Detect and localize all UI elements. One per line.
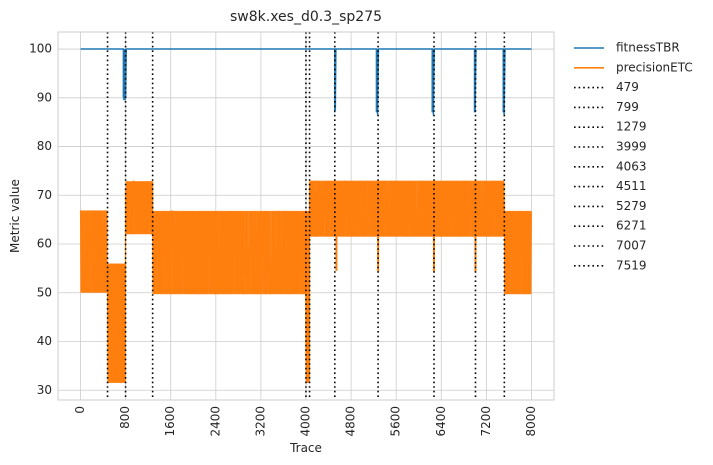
y-tick-label: 90 — [37, 90, 52, 104]
x-tick-label: 800 — [118, 406, 132, 429]
x-tick-label: 6400 — [434, 406, 448, 437]
legend-label: 1279 — [616, 120, 647, 134]
y-tick-label: 40 — [37, 334, 52, 348]
precision-segment — [107, 263, 126, 383]
legend-label: 799 — [616, 100, 639, 114]
y-tick-label: 30 — [37, 383, 52, 397]
legend-label: 479 — [616, 80, 639, 94]
x-tick-label: 1600 — [163, 406, 177, 437]
precision-segment — [309, 180, 505, 237]
legend-label: 6271 — [616, 219, 647, 233]
y-tick-label: 100 — [29, 42, 52, 56]
legend-label: fitnessTBR — [616, 41, 680, 55]
x-tick-label: 0 — [73, 406, 87, 414]
precision-segment — [152, 210, 306, 295]
y-tick-label: 60 — [37, 237, 52, 251]
x-tick-label: 4000 — [299, 406, 313, 437]
legend: fitnessTBR precisionETC 479 799 1279 3999 4063… — [574, 41, 693, 272]
legend-label: 5279 — [616, 199, 647, 213]
chart-title: sw8k.xes_d0.3_sp275 — [230, 9, 382, 25]
legend-label: 3999 — [616, 140, 647, 154]
precision-segment — [305, 210, 310, 383]
x-tick-labels: 0 800 1600 2400 3200 4000 4800 5600 6400 7200 8000 — [73, 406, 538, 437]
x-tick-label: 5600 — [389, 406, 403, 437]
legend-label: 7519 — [616, 258, 647, 272]
plot-frame — [57, 31, 555, 401]
y-tick-label: 50 — [37, 285, 52, 299]
legend-label: precisionETC — [616, 60, 693, 74]
y-tick-label: 80 — [37, 139, 52, 153]
legend-label: 4511 — [616, 179, 647, 193]
precision-segment — [125, 181, 153, 235]
precision-segment — [504, 210, 532, 295]
legend-label: 7007 — [616, 239, 647, 253]
y-tick-labels: 30 40 50 60 70 80 90 100 — [29, 42, 52, 397]
x-tick-label: 8000 — [524, 406, 538, 437]
x-tick-label: 4800 — [344, 406, 358, 437]
x-axis-label: Trace — [289, 441, 322, 455]
legend-label: 4063 — [616, 159, 647, 173]
drift-lines — [106, 32, 506, 400]
y-axis-label: Metric value — [8, 179, 22, 253]
x-tick-label: 2400 — [208, 406, 222, 437]
x-tick-label: 7200 — [479, 406, 493, 437]
y-tick-label: 70 — [37, 188, 52, 202]
precision-segment — [80, 210, 108, 293]
precision-series — [79, 180, 532, 383]
x-tick-label: 3200 — [253, 406, 267, 437]
